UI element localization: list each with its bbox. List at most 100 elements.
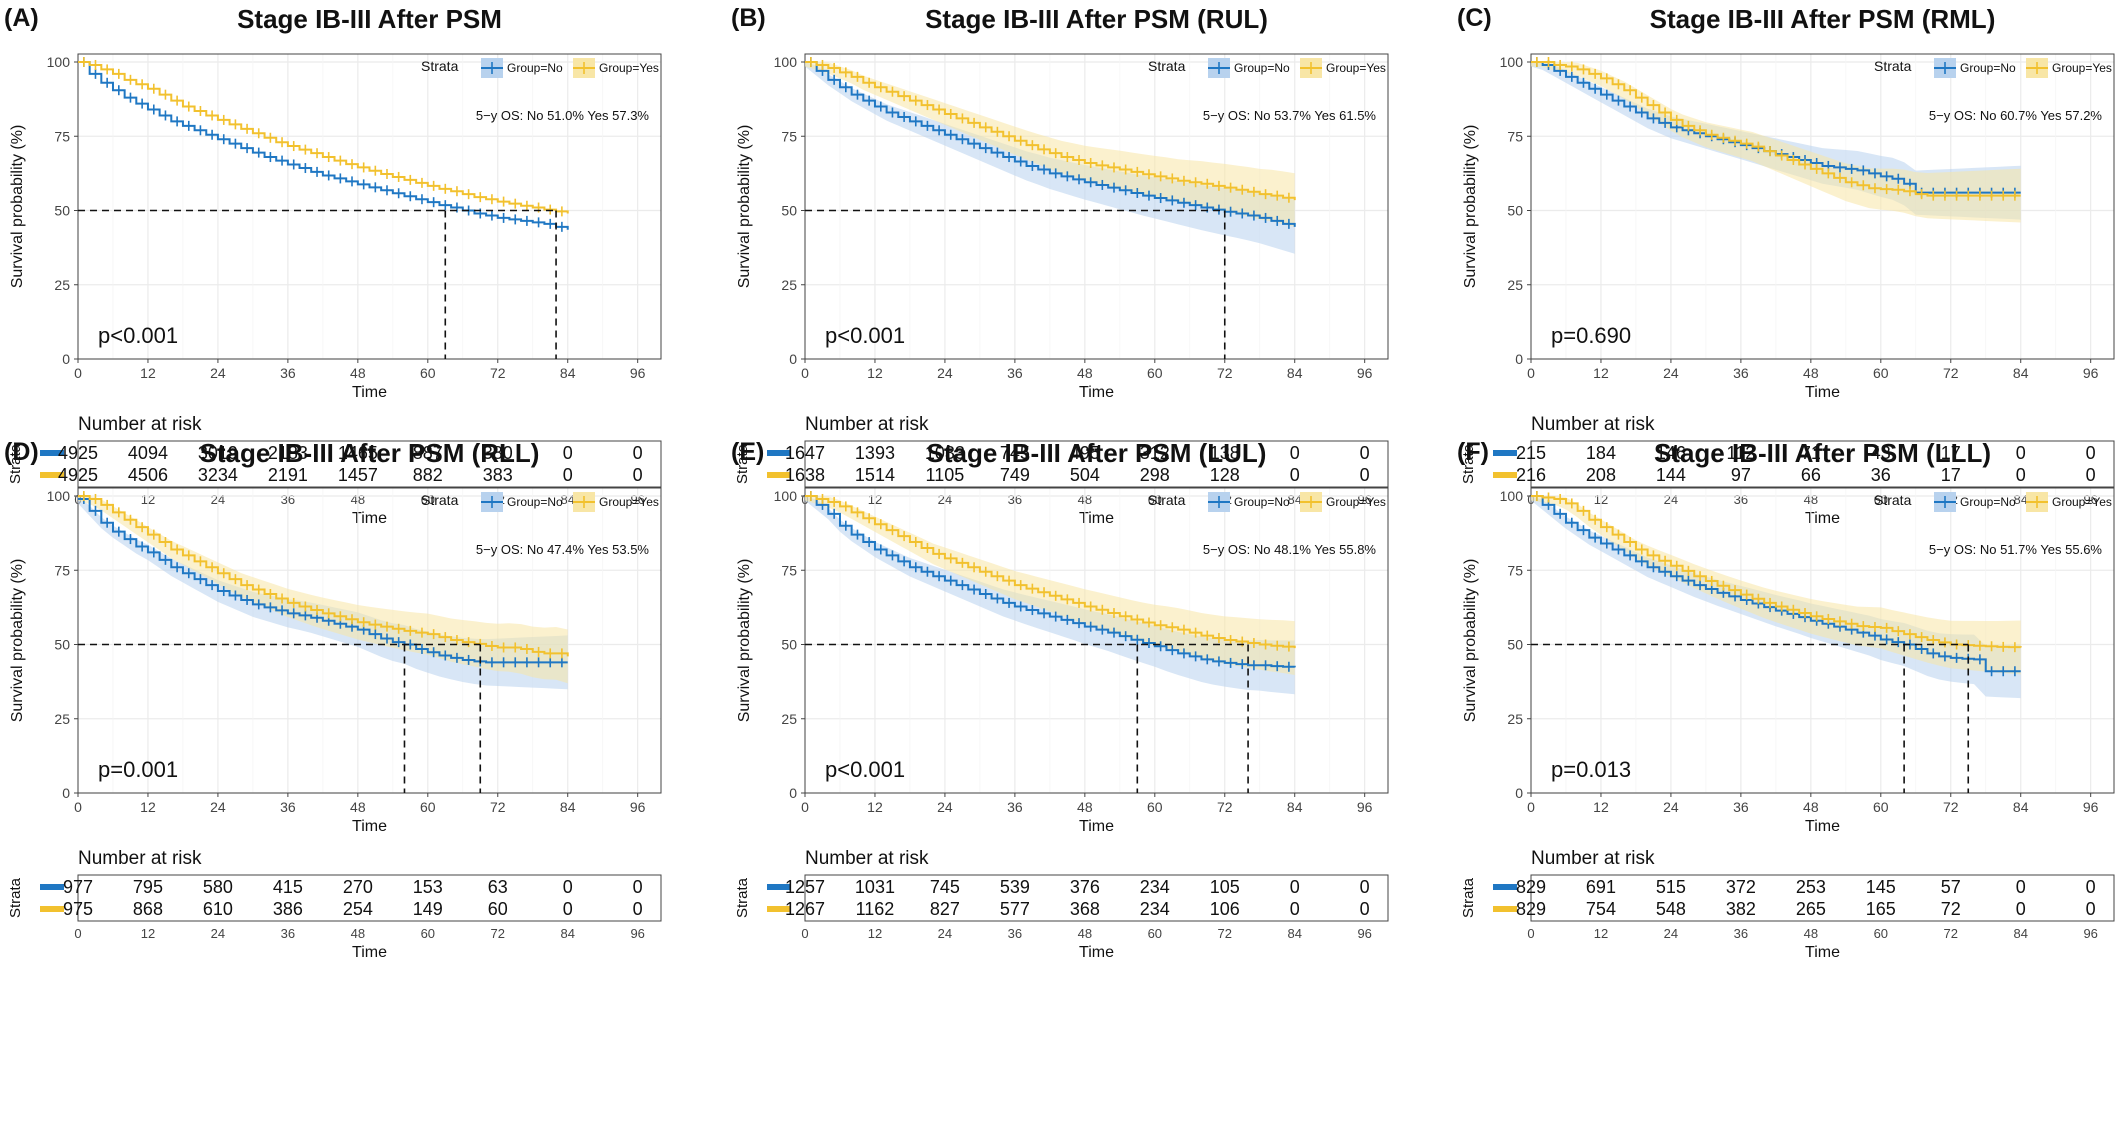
y-tick-label: 75 — [1507, 128, 1523, 144]
risk-count-yes: 2191 — [268, 465, 308, 485]
risk-count-yes: 0 — [563, 465, 573, 485]
risk-count-yes: 4506 — [128, 465, 168, 485]
risk-count-yes: 234 — [1140, 899, 1170, 919]
p-value: p=0.001 — [98, 757, 178, 782]
x-tick-label: 60 — [420, 799, 436, 815]
risk-count-no: 0 — [2016, 877, 2026, 897]
risk-count-yes: 254 — [343, 899, 373, 919]
risk-table-xlabel: Time — [352, 510, 387, 527]
risk-table-xlabel: Time — [1079, 944, 1114, 961]
risk-x-tick-label: 96 — [630, 926, 644, 941]
p-value: p<0.001 — [825, 757, 905, 782]
risk-count-no: 2183 — [268, 443, 308, 463]
x-tick-label: 48 — [1077, 799, 1093, 815]
x-tick-label: 48 — [350, 799, 366, 815]
x-tick-label: 24 — [937, 799, 953, 815]
x-tick-label: 48 — [1803, 365, 1819, 381]
five-year-os-annotation: 5−y OS: No 53.7% Yes 61.5% — [1203, 108, 1377, 123]
panel-label: (F) — [1457, 438, 1489, 466]
risk-count-yes: 975 — [63, 899, 93, 919]
y-axis-label: Survival probability (%) — [1462, 125, 1479, 289]
risk-count-no: 0 — [1360, 443, 1370, 463]
panel-label: (A) — [4, 4, 39, 32]
risk-count-no: 887 — [413, 443, 443, 463]
x-axis-label: Time — [1079, 818, 1114, 835]
risk-count-no: 112 — [1727, 443, 1756, 463]
risk-count-yes: 208 — [1586, 465, 1616, 485]
risk-x-tick-label: 12 — [868, 926, 882, 941]
p-value: p<0.001 — [825, 323, 905, 348]
legend-label-yes: Group=Yes — [2052, 61, 2112, 75]
x-axis-label: Time — [1805, 384, 1840, 401]
panel-label: (E) — [731, 438, 764, 466]
risk-count-yes: 827 — [930, 899, 960, 919]
risk-count-no: 495 — [1070, 443, 1100, 463]
risk-count-yes: 72 — [1941, 899, 1961, 919]
y-tick-label: 50 — [54, 637, 70, 653]
risk-count-no: 270 — [343, 877, 373, 897]
y-tick-label: 0 — [1515, 785, 1523, 801]
x-tick-label: 12 — [867, 799, 883, 815]
x-tick-label: 84 — [2013, 365, 2029, 381]
risk-count-yes: 383 — [483, 465, 513, 485]
risk-x-tick-label: 72 — [1218, 926, 1232, 941]
x-tick-label: 60 — [1147, 365, 1163, 381]
risk-table-title: Number at risk — [78, 848, 202, 869]
risk-count-yes: 165 — [1866, 899, 1896, 919]
risk-count-yes: 0 — [2016, 899, 2026, 919]
risk-table-xlabel: Time — [1805, 944, 1840, 961]
x-tick-label: 12 — [140, 365, 156, 381]
risk-x-tick-label: 0 — [801, 926, 808, 941]
risk-count-yes: 216 — [1516, 465, 1546, 485]
risk-strata-yes-swatch — [40, 906, 64, 912]
x-tick-label: 0 — [1527, 365, 1535, 381]
km-curve-yes — [1531, 495, 2022, 649]
y-tick-label: 25 — [781, 277, 797, 293]
risk-count-no: 3019 — [198, 443, 238, 463]
risk-count-yes: 0 — [2086, 899, 2096, 919]
x-tick-label: 36 — [1733, 799, 1749, 815]
risk-x-tick-label: 84 — [560, 926, 574, 941]
y-tick-label: 25 — [54, 277, 70, 293]
plot-frame — [804, 487, 1389, 794]
km-panel-3: (C) Stage IB-III After PSM (RML) 0 25 50 75 10… — [1457, 4, 2115, 527]
risk-count-yes: 1267 — [785, 899, 825, 919]
y-tick-label: 75 — [781, 128, 797, 144]
risk-table-xlabel: Time — [1079, 510, 1114, 527]
x-tick-label: 24 — [210, 799, 226, 815]
x-axis-label: Time — [1805, 818, 1840, 835]
risk-count-no: 415 — [273, 877, 303, 897]
km-curve-no — [805, 495, 1296, 668]
x-tick-label: 84 — [2013, 799, 2029, 815]
risk-count-no: 829 — [1516, 877, 1546, 897]
legend-title: Strata — [421, 492, 459, 508]
risk-count-no: 1393 — [855, 443, 895, 463]
legend-label-no: Group=No — [1234, 61, 1290, 75]
y-tick-label: 0 — [62, 351, 70, 367]
y-axis-label: Survival probability (%) — [736, 125, 753, 289]
risk-count-no: 745 — [1000, 443, 1030, 463]
risk-count-yes: 0 — [1360, 899, 1370, 919]
legend-title: Strata — [1874, 58, 1912, 74]
x-tick-label: 36 — [280, 365, 296, 381]
x-tick-label: 48 — [350, 365, 366, 381]
risk-x-tick-label: 12 — [1594, 926, 1608, 941]
legend-title: Strata — [1148, 58, 1186, 74]
risk-x-tick-label: 24 — [211, 926, 225, 941]
p-value: p=0.690 — [1551, 323, 1631, 348]
risk-count-no: 63 — [488, 877, 508, 897]
x-tick-label: 96 — [630, 365, 646, 381]
y-tick-label: 50 — [1507, 203, 1523, 219]
risk-count-yes: 97 — [1731, 465, 1751, 485]
risk-x-tick-label: 24 — [1664, 926, 1678, 941]
x-tick-label: 0 — [1527, 799, 1535, 815]
risk-count-no: 380 — [483, 443, 513, 463]
risk-table-title: Number at risk — [805, 414, 929, 435]
y-tick-label: 100 — [47, 488, 71, 504]
risk-count-no: 71 — [1801, 443, 1821, 463]
risk-x-tick-label: 60 — [1148, 926, 1162, 941]
y-tick-label: 75 — [781, 562, 797, 578]
panel-title: Stage IB-III After PSM (LLL) — [1654, 438, 1991, 468]
